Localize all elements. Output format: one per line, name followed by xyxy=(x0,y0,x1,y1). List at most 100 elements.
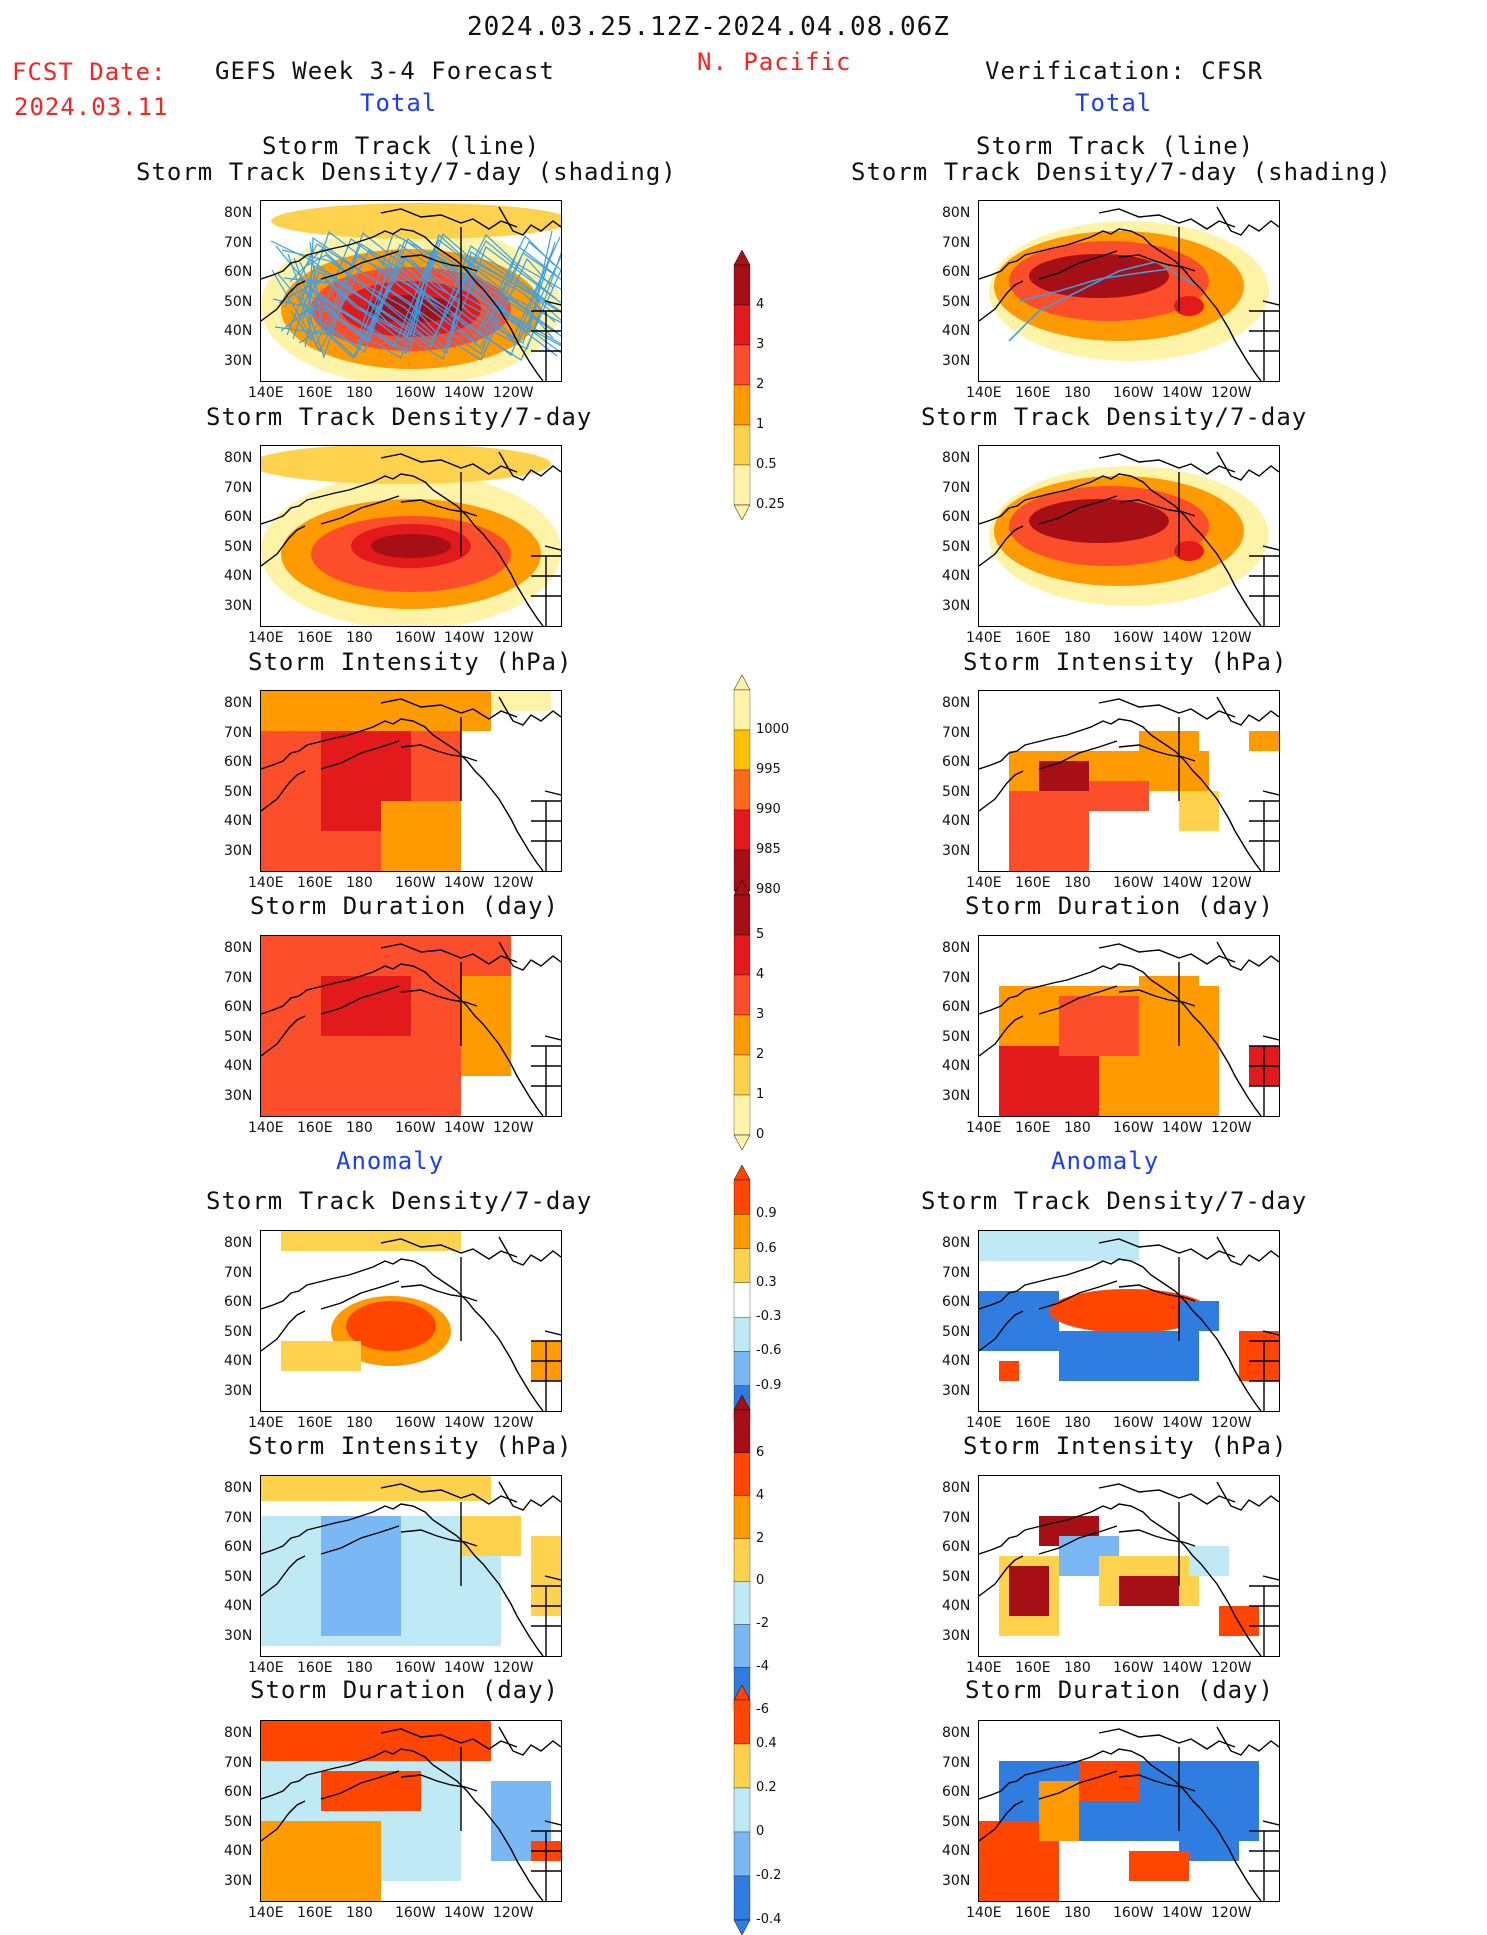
panel-title: Storm Track Density/7-day xyxy=(206,403,593,431)
lon-tick-label: 120W xyxy=(1211,385,1252,401)
lat-tick-label: 80N xyxy=(942,940,971,956)
lon-tick-label: 180 xyxy=(1064,1415,1091,1431)
intensity-forecast-map xyxy=(260,690,562,872)
lat-tick-label: 70N xyxy=(224,1754,253,1771)
lon-tick-label: 120W xyxy=(1211,1120,1252,1136)
lon-tick-label: 120W xyxy=(493,1660,534,1676)
lon-tick-label: 140W xyxy=(1162,385,1203,401)
lat-tick-label: 70N xyxy=(942,1509,971,1526)
lat-tick-label: 60N xyxy=(942,1784,971,1800)
lon-tick-label: 140W xyxy=(1162,630,1203,646)
lat-tick-label: 40N xyxy=(224,1598,253,1614)
duration-anomaly-forecast-map xyxy=(260,1720,562,1902)
lon-tick-label: 160W xyxy=(395,875,436,891)
colorbar-tick-label: 2 xyxy=(756,1530,765,1546)
colorbar-duration-anom xyxy=(733,1685,751,1935)
colorbar-tick-label: 4 xyxy=(756,967,765,982)
lon-tick-label: 140E xyxy=(966,1660,1002,1676)
lon-tick-label: 160E xyxy=(297,385,333,401)
lat-tick-label: 40N xyxy=(224,1843,253,1859)
lon-tick-label: 120W xyxy=(493,385,534,401)
colorbar-tick-label: 0 xyxy=(756,1127,765,1142)
lon-tick-label: 160E xyxy=(1015,630,1051,646)
lon-tick-label: 160W xyxy=(395,1415,436,1431)
lon-tick-label: 120W xyxy=(493,1120,534,1136)
panel-title: Storm Duration (day) xyxy=(965,892,1274,920)
colorbar-tick-label: -0.9 xyxy=(756,1377,782,1393)
region-label: N. Pacific xyxy=(697,48,852,76)
lon-tick-label: 140W xyxy=(444,630,485,646)
lat-tick-label: 80N xyxy=(224,940,253,956)
intensity-anomaly-forecast-map xyxy=(260,1475,562,1657)
lat-tick-label: 60N xyxy=(942,754,971,770)
lat-tick-label: 50N xyxy=(942,783,971,800)
verification-label: Verification: CFSR xyxy=(985,57,1264,85)
colorbar-tick-label: 0.4 xyxy=(756,1736,777,1751)
lat-tick-label: 60N xyxy=(224,1294,253,1310)
lat-tick-label: 30N xyxy=(224,1382,253,1399)
lat-tick-label: 60N xyxy=(942,1539,971,1555)
lat-tick-label: 50N xyxy=(224,1813,253,1830)
section-anomaly-right: Anomaly xyxy=(1051,1147,1160,1175)
lon-tick-label: 120W xyxy=(1211,1660,1252,1676)
lon-tick-label: 120W xyxy=(493,1415,534,1431)
lon-tick-label: 160E xyxy=(297,875,333,891)
density-anomaly-forecast-map xyxy=(260,1230,562,1412)
lon-tick-label: 160E xyxy=(1015,1905,1051,1921)
colorbar-intensity-anom xyxy=(733,1395,751,1725)
lat-tick-label: 70N xyxy=(942,724,971,741)
lat-tick-label: 70N xyxy=(942,479,971,496)
lon-tick-label: 140W xyxy=(1162,1660,1203,1676)
lat-tick-label: 80N xyxy=(942,1725,971,1741)
lat-tick-label: 30N xyxy=(942,1382,971,1399)
colorbar-tick-label: 0 xyxy=(756,1573,765,1589)
colorbar-tick-label: -6 xyxy=(756,1702,769,1717)
lon-tick-label: 120W xyxy=(1211,875,1252,891)
lat-tick-label: 50N xyxy=(942,1028,971,1045)
lat-tick-label: 30N xyxy=(224,1087,253,1104)
lon-tick-label: 180 xyxy=(346,1660,373,1676)
lat-tick-label: 80N xyxy=(942,1235,971,1251)
lon-tick-label: 160W xyxy=(1113,630,1154,646)
lat-tick-label: 60N xyxy=(224,509,253,525)
lon-tick-label: 160E xyxy=(297,1905,333,1921)
lat-tick-label: 80N xyxy=(942,205,971,221)
lat-tick-label: 60N xyxy=(942,999,971,1015)
lon-tick-label: 160E xyxy=(1015,385,1051,401)
lon-tick-label: 160W xyxy=(395,385,436,401)
lat-tick-label: 70N xyxy=(224,724,253,741)
lon-tick-label: 140E xyxy=(966,875,1002,891)
lon-tick-label: 140W xyxy=(444,1905,485,1921)
lon-tick-label: 140W xyxy=(1162,1905,1203,1921)
colorbar-tick-label: 985 xyxy=(756,842,781,857)
lat-tick-label: 60N xyxy=(942,1294,971,1310)
lon-tick-label: 120W xyxy=(493,875,534,891)
lon-tick-label: 160E xyxy=(1015,1660,1051,1676)
lat-tick-label: 70N xyxy=(942,234,971,251)
panel-title: Storm Track Density/7-day xyxy=(921,1187,1308,1215)
lon-tick-label: 180 xyxy=(346,1415,373,1431)
lon-tick-label: 140E xyxy=(966,1905,1002,1921)
lon-tick-label: 180 xyxy=(1064,875,1091,891)
lat-tick-label: 30N xyxy=(942,1872,971,1889)
lat-tick-label: 50N xyxy=(942,1323,971,1340)
panel-title: Storm Track Density/7-day (shading) xyxy=(136,158,677,186)
lat-tick-label: 40N xyxy=(224,323,253,339)
lat-tick-label: 30N xyxy=(224,842,253,859)
fcst-date-value: 2024.03.11 xyxy=(14,93,169,121)
lon-tick-label: 180 xyxy=(346,630,373,646)
panel-title: Storm Track Density/7-day (shading) xyxy=(851,158,1392,186)
panel-title: Storm Track (line) xyxy=(262,132,541,160)
colorbar-tick-label: 3 xyxy=(756,337,765,352)
lat-tick-label: 40N xyxy=(224,1353,253,1369)
lon-tick-label: 180 xyxy=(1064,1905,1091,1921)
colorbar-tick-label: -0.2 xyxy=(756,1868,782,1883)
colorbar-tick-label: 1000 xyxy=(756,722,790,737)
lon-tick-label: 140W xyxy=(444,1660,485,1676)
lat-tick-label: 50N xyxy=(224,1323,253,1340)
lon-tick-label: 160W xyxy=(1113,385,1154,401)
panel-title: Storm Duration (day) xyxy=(250,1676,559,1704)
density-forecast-map xyxy=(260,445,562,627)
duration-forecast-map xyxy=(260,935,562,1117)
colorbar-tick-label: 0.9 xyxy=(756,1206,777,1222)
